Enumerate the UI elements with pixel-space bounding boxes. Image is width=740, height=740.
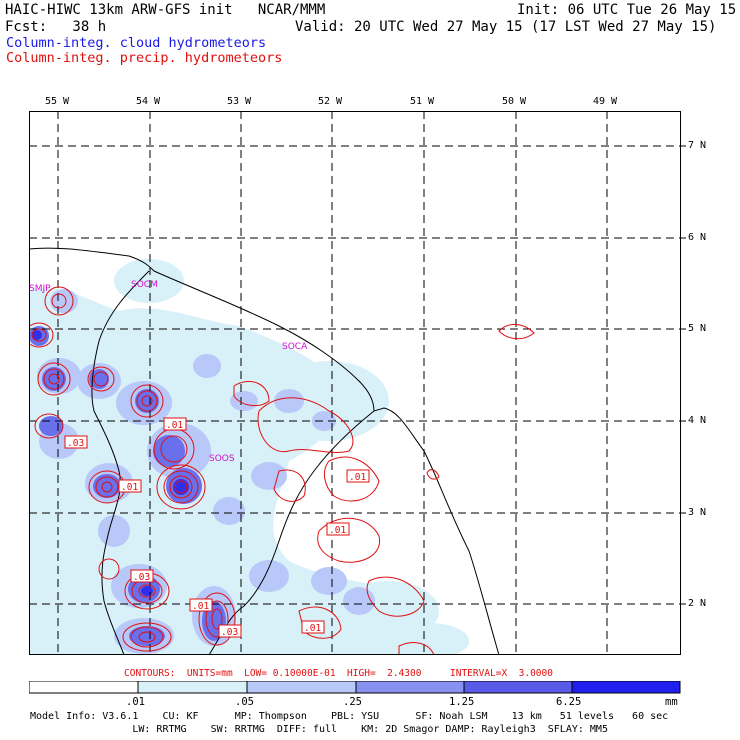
lat-label-5n: 5 N <box>688 323 707 334</box>
lon-label-50w: 50 W <box>502 96 527 107</box>
colorbar-tick-0: .01 <box>126 696 145 708</box>
field-precip-label: Column-integ. precip. hydrometeors <box>6 50 283 66</box>
header-init: Init: 06 UTC Tue 26 May 15 <box>517 2 737 18</box>
contour-label: .01 <box>192 601 209 612</box>
contour-label-boxes <box>64 417 370 638</box>
colorbar-tick-2: .25 <box>343 696 362 708</box>
contour-label: .01 <box>329 525 346 536</box>
colorbar-tick-3: 1.25 <box>449 696 475 708</box>
model-info-line2: LW: RRTMG SW: RRTMG DIFF: full KM: 2D Sm… <box>30 724 608 735</box>
weather-map: .01 .03 .01 .01 .01 .03 .01 .03 .01 SMJP… <box>29 111 681 655</box>
lon-label-52w: 52 W <box>318 96 343 107</box>
contour-label: .01 <box>349 472 366 483</box>
header-valid: Valid: 20 UTC Wed 27 May 15 (17 LST Wed … <box>295 19 717 35</box>
lat-label-3n: 3 N <box>688 507 707 518</box>
header-title: HAIC-HIWC 13km ARW-GFS init NCAR/MMM <box>5 2 326 18</box>
lat-label-6n: 6 N <box>688 232 707 243</box>
coastline <box>29 247 500 655</box>
lat-label-4n: 4 N <box>688 415 707 426</box>
contour-label: .01 <box>304 623 321 634</box>
contour-label-text: .01 .03 .01 .01 .01 .03 .01 .03 .01 <box>67 420 366 638</box>
contour-label: .01 <box>166 420 183 431</box>
lon-label-55w: 55 W <box>45 96 70 107</box>
field-cloud-label: Column-integ. cloud hydrometeors <box>6 35 267 51</box>
lat-label-2n: 2 N <box>688 598 707 609</box>
lon-label-54w: 54 W <box>136 96 161 107</box>
lon-label-51w: 51 W <box>410 96 435 107</box>
lat-label-7n: 7 N <box>688 140 707 151</box>
map-axis-ticks <box>681 145 686 605</box>
lon-label-53w: 53 W <box>227 96 252 107</box>
contour-label: .01 <box>121 482 138 493</box>
header-forecast: Fcst: 38 h <box>5 19 107 35</box>
colorbar-unit: mm <box>665 696 678 708</box>
contour-label: .03 <box>221 627 238 638</box>
colorbar-tick-4: 6.25 <box>556 696 582 708</box>
grid-lines <box>29 111 681 655</box>
station-label-soos: SOOS <box>209 454 235 464</box>
station-label-socm: SOCM <box>131 280 158 290</box>
colorbar <box>29 681 681 694</box>
contour-label: .03 <box>67 438 84 449</box>
contour-label: .03 <box>133 572 150 583</box>
colorbar-tick-1: .05 <box>235 696 254 708</box>
contours-info: CONTOURS: UNITS=mm LOW= 0.10000E-01 HIGH… <box>124 668 553 679</box>
station-label-soca: SOCA <box>282 342 308 352</box>
lon-label-49w: 49 W <box>593 96 618 107</box>
station-label-smjp: SMJP <box>29 284 51 294</box>
model-info-line1: Model Info: V3.6.1 CU: KF MP: Thompson P… <box>30 711 669 722</box>
